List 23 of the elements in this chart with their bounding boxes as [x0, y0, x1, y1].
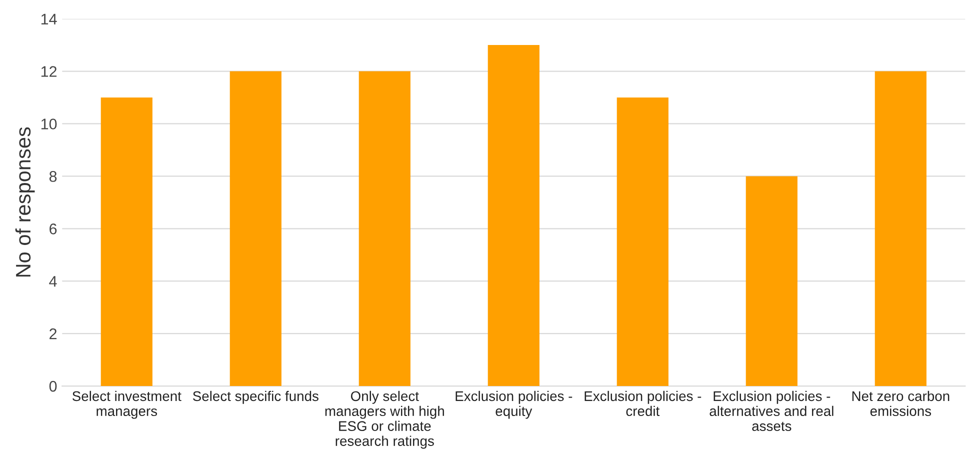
x-tick-label: Exclusion policies - alternatives and real assets: [710, 390, 834, 431]
bar: [616, 98, 668, 386]
bar: [488, 45, 540, 386]
y-tick-label: 8: [49, 171, 57, 182]
bar: [100, 98, 152, 386]
y-axis-title: No of responses: [15, 127, 35, 277]
x-tick-label: Select specific funds: [192, 390, 318, 404]
y-tick-label: 10: [41, 118, 57, 130]
bar: [874, 71, 926, 386]
y-tick-label: 6: [50, 224, 57, 234]
y-tick-label: 4: [49, 276, 57, 287]
y-tick-label: 2: [50, 328, 57, 340]
x-tick-label: Exclusion policies - equity: [456, 390, 572, 419]
bar: [358, 71, 410, 386]
y-tick-label: 12: [41, 66, 57, 77]
y-tick-label: 14: [41, 14, 57, 24]
x-tick-label: Select investment managers: [72, 390, 182, 419]
bar: [746, 176, 798, 386]
y-tick-label: 0: [49, 380, 57, 392]
x-tick-label: Exclusion policies - credit: [584, 390, 702, 416]
x-tick-label: Only select managers with high ESG or climate research ratings: [325, 390, 444, 449]
bar: [230, 71, 282, 386]
x-tick-label: Net zero carbon emissions: [852, 390, 950, 416]
